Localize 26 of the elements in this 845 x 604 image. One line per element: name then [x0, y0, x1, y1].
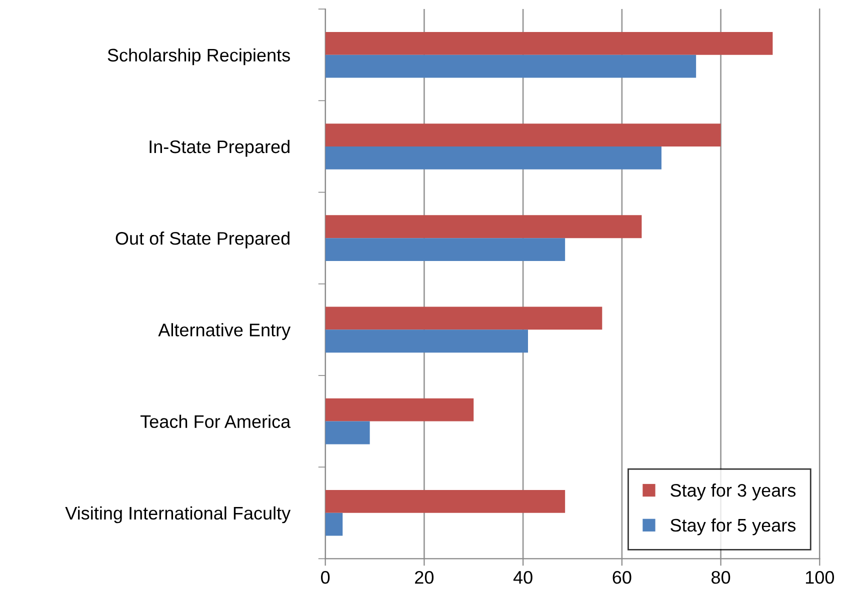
y-tick-label: Teach For America — [140, 414, 291, 428]
y-tick-label: Alternative Entry — [158, 323, 291, 340]
bar — [325, 512, 343, 536]
legend-label: Stay for 5 years — [670, 518, 796, 536]
bar — [325, 421, 370, 444]
bar — [325, 330, 528, 353]
bar — [325, 238, 566, 261]
bar — [325, 398, 474, 422]
y-tick-label: Visiting International Faculty — [65, 506, 291, 524]
bar — [325, 146, 662, 170]
y-tick-label: Scholarship Recipients — [108, 48, 290, 66]
x-tick-label: 40 — [513, 570, 532, 584]
bar — [325, 306, 602, 330]
x-tick-label: 60 — [612, 570, 632, 584]
x-tick-label: 100 — [806, 570, 834, 584]
y-tick-label: In-State Prepared — [150, 140, 290, 157]
x-tick-label: 80 — [712, 570, 730, 584]
bar — [325, 490, 566, 513]
y-tick-label: Out of State Prepared — [116, 232, 290, 248]
bar — [325, 215, 642, 238]
x-tick-label: 20 — [415, 570, 434, 584]
legend-label: Stay for 3 years — [670, 484, 796, 500]
x-tick-label: 0 — [321, 570, 330, 584]
bar — [325, 54, 696, 78]
bar — [325, 124, 721, 146]
bar — [325, 32, 773, 55]
